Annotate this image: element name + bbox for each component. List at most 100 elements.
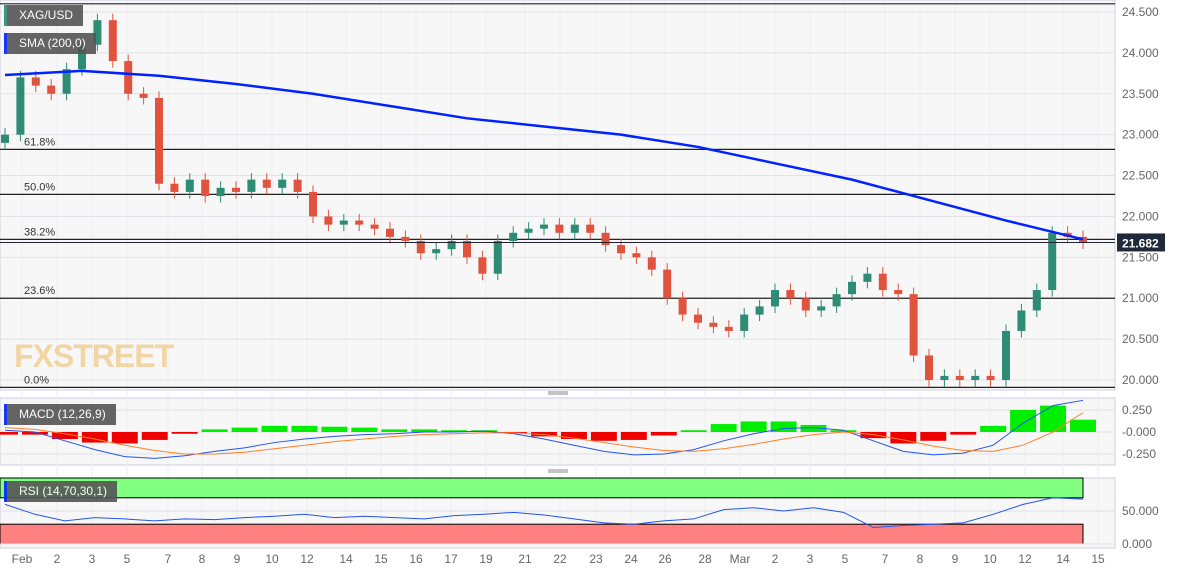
macd-histogram-bar — [351, 427, 378, 432]
x-tick-label: 22 — [553, 552, 567, 566]
candle — [509, 232, 518, 241]
x-tick-label: 7 — [882, 552, 889, 566]
candle — [463, 240, 471, 258]
candle — [570, 224, 579, 233]
candle — [247, 179, 256, 192]
macd-histogram-bar — [1040, 405, 1067, 432]
x-tick-label: 12 — [300, 552, 314, 566]
candle — [386, 228, 394, 237]
x-tick-label: 15 — [374, 552, 388, 566]
candle — [894, 290, 903, 295]
candle — [93, 20, 102, 45]
candle — [678, 298, 687, 315]
macd-histogram-bar — [980, 425, 1007, 432]
y-tick-label: 23.500 — [1122, 87, 1159, 101]
candle — [694, 314, 702, 323]
y-tick-label: 23.000 — [1122, 128, 1159, 142]
candle — [801, 298, 810, 311]
candle — [185, 179, 194, 192]
y-tick-label: 24.000 — [1122, 46, 1159, 60]
x-tick-label: 14 — [339, 552, 353, 566]
candle — [155, 97, 163, 184]
candle — [878, 273, 887, 291]
x-tick-label: 16 — [409, 552, 423, 566]
candle — [262, 179, 271, 188]
fib-label: 23.6% — [24, 285, 55, 297]
macd-tick-label: -0.000 — [1122, 425, 1156, 439]
y-tick-label: 20.500 — [1122, 332, 1159, 346]
macd-histogram-bar — [770, 421, 797, 432]
candle — [339, 220, 348, 225]
candle — [370, 224, 379, 229]
macd-histogram-bar — [381, 429, 408, 432]
x-tick-label: 26 — [658, 552, 672, 566]
macd-histogram-bar — [411, 429, 438, 432]
macd-tick-label: -0.250 — [1122, 447, 1156, 461]
candle — [909, 294, 918, 356]
fib-label: 100.0% — [24, 0, 62, 3]
macd-histogram-bar — [441, 430, 468, 432]
macd-histogram-bar — [111, 432, 138, 444]
candle — [232, 187, 240, 192]
x-tick-label: 7 — [165, 552, 172, 566]
candle — [555, 224, 564, 233]
macd-histogram-bar — [830, 430, 857, 432]
x-tick-label: 23 — [589, 552, 603, 566]
candle — [478, 257, 487, 274]
macd-histogram-bar — [171, 432, 198, 434]
candle — [170, 183, 179, 192]
candle — [863, 273, 872, 282]
fib-label: 50.0% — [24, 181, 55, 193]
macd-histogram-bar — [710, 424, 737, 432]
macd-histogram-bar — [680, 430, 707, 432]
candle — [586, 224, 595, 233]
candle — [1048, 232, 1057, 291]
x-tick-label: 14 — [1056, 552, 1070, 566]
macd-histogram-bar — [800, 424, 827, 432]
candle — [663, 269, 672, 299]
candle — [124, 61, 133, 94]
price-panel — [0, 0, 1116, 391]
candle — [309, 191, 317, 217]
candle — [432, 249, 441, 254]
x-tick-label: 5 — [842, 552, 849, 566]
candle — [401, 236, 410, 241]
fib-label: 38.2% — [24, 226, 55, 238]
candle — [848, 281, 856, 295]
x-tick-label: 3 — [807, 552, 814, 566]
y-tick-label: 22.000 — [1122, 209, 1159, 223]
x-tick-label: 8 — [199, 552, 206, 566]
x-tick-label: 9 — [234, 552, 241, 566]
candle — [1032, 290, 1041, 311]
candle — [1, 134, 9, 143]
candle — [617, 245, 625, 254]
rsi-tick-label: 50.000 — [1122, 504, 1159, 518]
candle — [601, 232, 610, 246]
candle — [940, 375, 949, 380]
candle — [1017, 310, 1026, 331]
macd-histogram-bar — [650, 432, 677, 436]
candle — [925, 355, 933, 380]
candle — [955, 375, 964, 380]
macd-tick-label: 0.250 — [1122, 403, 1152, 417]
candle — [755, 306, 764, 315]
candle — [832, 294, 841, 307]
y-tick-label: 20.000 — [1122, 373, 1159, 387]
macd-histogram-bar — [1010, 410, 1037, 432]
rsi-tick-label: 0.000 — [1122, 537, 1152, 551]
x-tick-label: 2 — [54, 552, 61, 566]
macd-histogram-bar — [920, 432, 947, 441]
macd-histogram-bar — [620, 432, 647, 440]
macd-histogram-bar — [590, 432, 617, 441]
candle — [786, 290, 795, 299]
macd-histogram-bar — [890, 432, 917, 444]
rsi-line — [4, 497, 1084, 529]
candle — [139, 93, 148, 98]
candle — [817, 306, 826, 311]
candle — [724, 326, 733, 331]
macd-histogram-bar — [261, 425, 288, 432]
candle — [709, 322, 718, 327]
y-tick-label: 24.500 — [1122, 5, 1159, 19]
candle — [986, 375, 995, 380]
